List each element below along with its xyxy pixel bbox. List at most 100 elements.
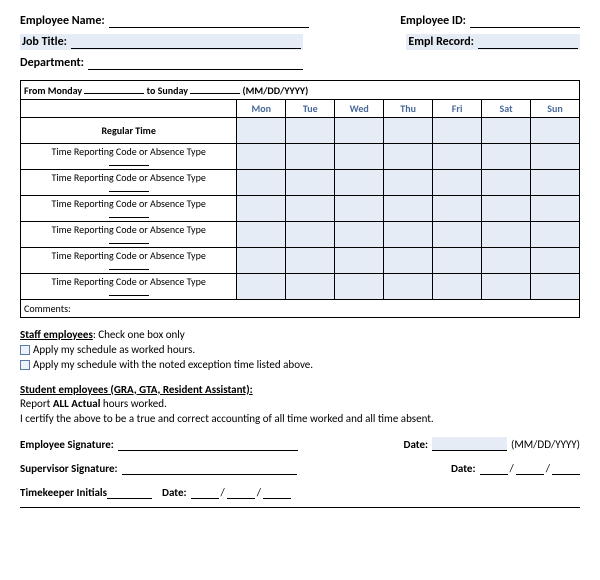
code-row-line[interactable] bbox=[109, 261, 149, 270]
code-row-line[interactable] bbox=[109, 287, 149, 296]
hours-cell[interactable] bbox=[384, 222, 433, 248]
employee-sig-input[interactable] bbox=[118, 437, 298, 451]
timekeeper-field: Timekeeper Initials Date: // bbox=[20, 485, 291, 499]
hours-cell[interactable] bbox=[286, 170, 335, 196]
hours-cell[interactable] bbox=[531, 222, 580, 248]
student-section: Student employees (GRA, GTA, Resident As… bbox=[20, 383, 580, 428]
from-label: From Monday bbox=[24, 84, 82, 97]
hours-cell[interactable] bbox=[531, 196, 580, 222]
hours-cell[interactable] bbox=[433, 274, 482, 300]
reg-fri[interactable] bbox=[433, 118, 482, 144]
employee-name-field: Employee Name: bbox=[20, 14, 309, 28]
employee-id-input[interactable] bbox=[470, 14, 580, 28]
hours-cell[interactable] bbox=[482, 144, 531, 170]
hours-cell[interactable] bbox=[286, 222, 335, 248]
to-date-input[interactable] bbox=[190, 83, 240, 94]
timekeeper-input[interactable] bbox=[107, 485, 152, 499]
code-row-line[interactable] bbox=[109, 157, 149, 166]
hours-cell[interactable] bbox=[384, 248, 433, 274]
slash-2: / bbox=[544, 462, 552, 475]
hours-cell[interactable] bbox=[531, 144, 580, 170]
hours-cell[interactable] bbox=[237, 170, 286, 196]
hours-cell[interactable] bbox=[433, 248, 482, 274]
tk-date-y[interactable] bbox=[263, 485, 291, 499]
job-title-field: Job Title: bbox=[20, 34, 303, 50]
from-date-input[interactable] bbox=[84, 83, 144, 94]
reg-sat[interactable] bbox=[482, 118, 531, 144]
hours-cell[interactable] bbox=[335, 222, 384, 248]
staff-checkbox-1[interactable] bbox=[20, 345, 30, 355]
tk-date-m[interactable] bbox=[191, 485, 219, 499]
hours-cell[interactable] bbox=[482, 196, 531, 222]
slash-3: / bbox=[219, 486, 227, 499]
hours-cell[interactable] bbox=[384, 170, 433, 196]
reg-sun[interactable] bbox=[531, 118, 580, 144]
employee-sig-date-input[interactable] bbox=[432, 437, 507, 451]
hours-cell[interactable] bbox=[482, 248, 531, 274]
tk-date-d[interactable] bbox=[227, 485, 255, 499]
hours-cell[interactable] bbox=[482, 222, 531, 248]
code-row-line[interactable] bbox=[109, 209, 149, 218]
timekeeper-row: Timekeeper Initials Date: // bbox=[20, 485, 580, 499]
hours-cell[interactable] bbox=[237, 222, 286, 248]
hours-cell[interactable] bbox=[335, 274, 384, 300]
hours-cell[interactable] bbox=[531, 274, 580, 300]
code-label-cell: Time Reporting Code or Absence Type bbox=[21, 248, 237, 274]
hours-cell[interactable] bbox=[335, 248, 384, 274]
hours-cell[interactable] bbox=[286, 248, 335, 274]
hours-cell[interactable] bbox=[531, 170, 580, 196]
empl-record-label: Empl Record: bbox=[408, 35, 474, 49]
hours-cell[interactable] bbox=[531, 248, 580, 274]
comments-cell[interactable]: Comments: bbox=[21, 300, 580, 318]
hours-cell[interactable] bbox=[286, 196, 335, 222]
empl-record-input[interactable] bbox=[478, 35, 578, 49]
supervisor-sig-row: Supervisor Signature: Date: // bbox=[20, 461, 580, 475]
staff-checkbox-2[interactable] bbox=[20, 360, 30, 370]
timesheet-form: Employee Name: Employee ID: Job Title: E… bbox=[0, 0, 600, 514]
employee-name-input[interactable] bbox=[109, 14, 309, 28]
day-fri: Fri bbox=[433, 100, 482, 118]
sup-date-d[interactable] bbox=[516, 461, 544, 475]
department-input[interactable] bbox=[88, 56, 303, 70]
hours-cell[interactable] bbox=[237, 248, 286, 274]
hours-cell[interactable] bbox=[286, 274, 335, 300]
hours-cell[interactable] bbox=[335, 144, 384, 170]
hours-cell[interactable] bbox=[384, 196, 433, 222]
timekeeper-label: Timekeeper Initials bbox=[20, 486, 107, 499]
supervisor-sig-input[interactable] bbox=[122, 461, 297, 475]
reg-tue[interactable] bbox=[286, 118, 335, 144]
bottom-rule bbox=[20, 507, 580, 508]
hours-cell[interactable] bbox=[482, 170, 531, 196]
hours-cell[interactable] bbox=[237, 144, 286, 170]
hours-cell[interactable] bbox=[433, 222, 482, 248]
reg-wed[interactable] bbox=[335, 118, 384, 144]
hours-cell[interactable] bbox=[335, 170, 384, 196]
hours-cell[interactable] bbox=[433, 170, 482, 196]
hours-cell[interactable] bbox=[335, 196, 384, 222]
hours-cell[interactable] bbox=[433, 144, 482, 170]
job-title-input[interactable] bbox=[71, 35, 301, 49]
code-row-line[interactable] bbox=[109, 183, 149, 192]
student-line1: Report ALL Actual hours worked. bbox=[20, 397, 580, 412]
employee-sig-date-label: Date: bbox=[404, 438, 429, 451]
timekeeper-date-label: Date: bbox=[162, 486, 187, 499]
student-line1-bold: ALL Actual bbox=[53, 397, 101, 410]
hours-cell[interactable] bbox=[237, 196, 286, 222]
hours-cell[interactable] bbox=[433, 196, 482, 222]
hours-cell[interactable] bbox=[286, 144, 335, 170]
certify-line: I certify the above to be a true and cor… bbox=[20, 412, 580, 427]
employee-sig-field: Employee Signature: bbox=[20, 437, 298, 451]
code-row: Time Reporting Code or Absence Type bbox=[21, 222, 580, 248]
sup-date-m[interactable] bbox=[480, 461, 508, 475]
date-hint: (MM/DD/YYYY) bbox=[243, 84, 309, 97]
code-row: Time Reporting Code or Absence Type bbox=[21, 248, 580, 274]
hours-cell[interactable] bbox=[482, 274, 531, 300]
code-row-line[interactable] bbox=[109, 235, 149, 244]
hours-cell[interactable] bbox=[384, 144, 433, 170]
reg-thu[interactable] bbox=[384, 118, 433, 144]
hours-cell[interactable] bbox=[384, 274, 433, 300]
sup-date-y[interactable] bbox=[552, 461, 580, 475]
hours-cell[interactable] bbox=[237, 274, 286, 300]
date-range-row: From Monday to Sunday (MM/DD/YYYY) bbox=[21, 81, 580, 100]
reg-mon[interactable] bbox=[237, 118, 286, 144]
